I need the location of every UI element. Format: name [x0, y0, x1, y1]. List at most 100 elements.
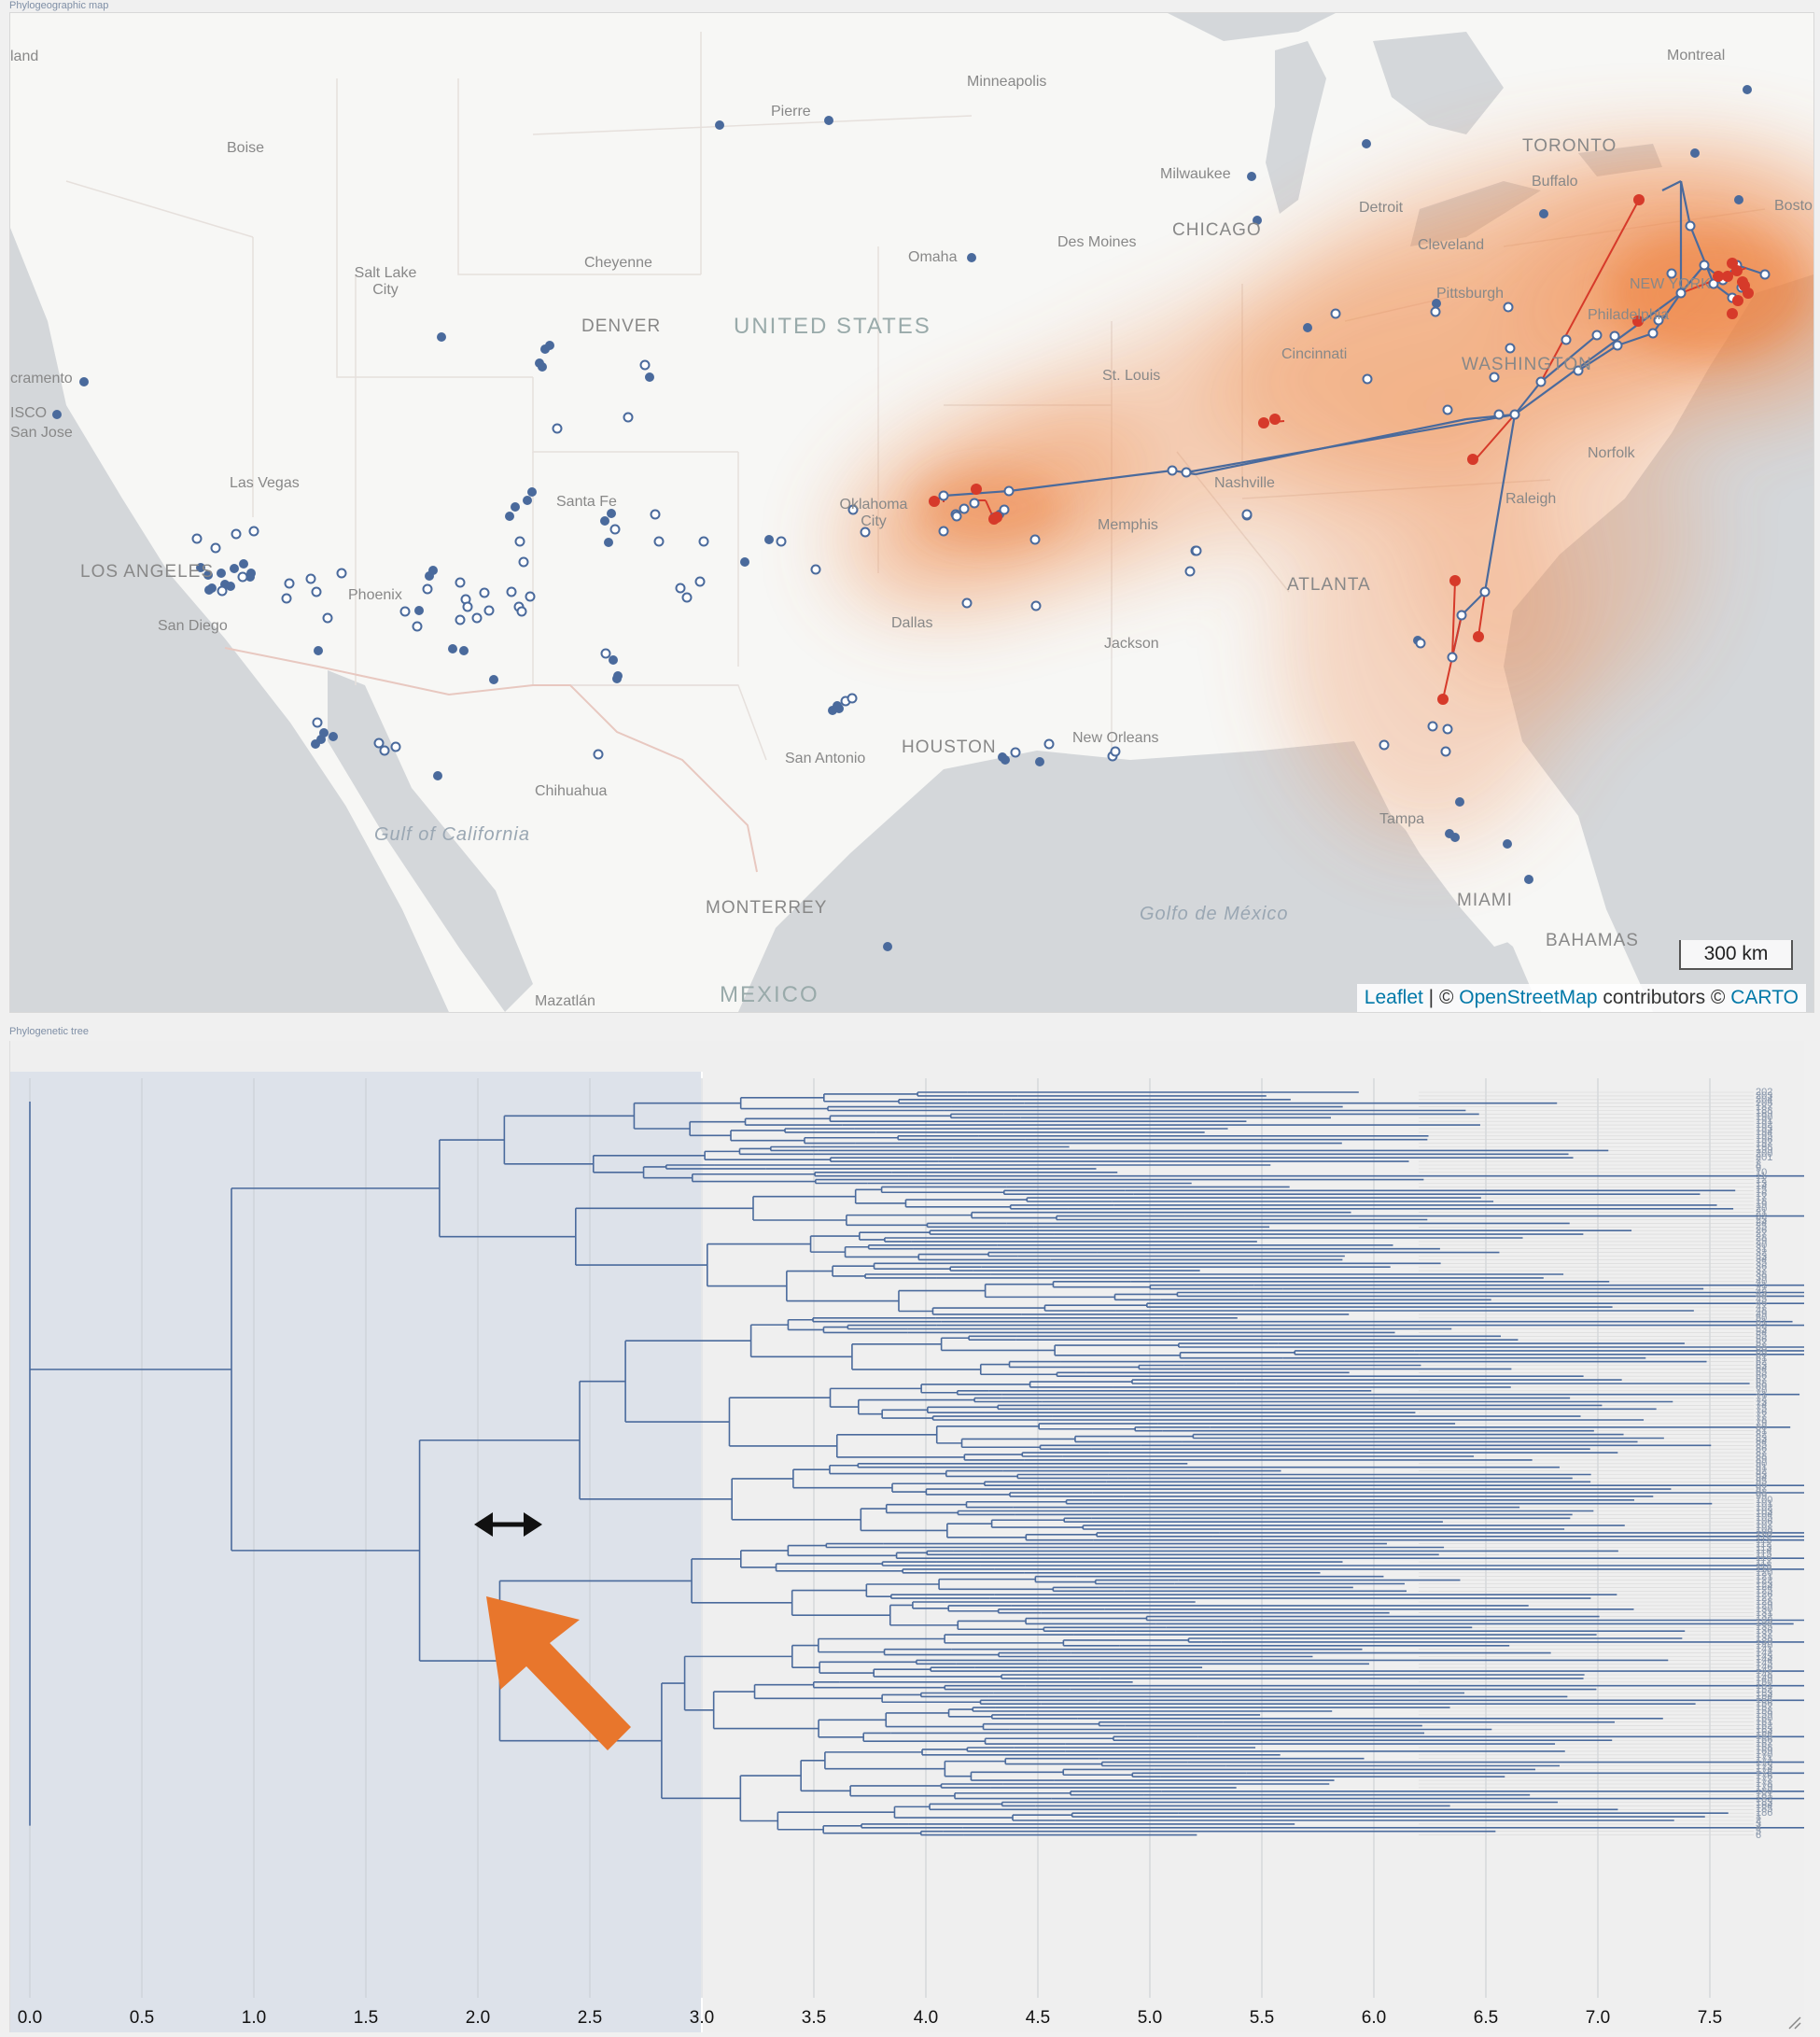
city-label: Raleigh	[1505, 491, 1557, 507]
attribution-separator: | ©	[1422, 987, 1460, 1008]
tip-label: 116	[1756, 1552, 1772, 1565]
tip-label: 91	[1756, 1461, 1768, 1473]
tip-label: 137	[1756, 1629, 1773, 1641]
heat-region	[916, 471, 1065, 545]
tip-label: 34	[1756, 1254, 1768, 1266]
sample-point	[52, 410, 62, 419]
tip-label: 101	[1756, 1497, 1773, 1510]
tip-label: 181	[1756, 1789, 1773, 1801]
ancestral-node	[1699, 260, 1710, 271]
tip-label: 163	[1756, 1723, 1773, 1735]
ancestral-node	[1167, 465, 1178, 476]
tip-label: 46	[1756, 1298, 1768, 1310]
leaflet-link[interactable]: Leaflet	[1364, 987, 1423, 1008]
axis-tick-label: 1.5	[354, 2008, 378, 2028]
city-label: Des Moines	[1057, 234, 1137, 250]
tip-label: 99	[1756, 1490, 1768, 1502]
lineage-branch	[1661, 180, 1682, 191]
osm-link[interactable]: OpenStreetMap	[1459, 987, 1598, 1008]
sample-point	[527, 487, 537, 497]
axis-tick-label: 3.0	[690, 2008, 714, 2028]
sample-point	[593, 749, 604, 760]
tip-label: 139	[1756, 1636, 1773, 1648]
tip-label: 122	[1756, 1574, 1773, 1586]
sample-point	[1493, 409, 1505, 420]
tip-label: 141	[1756, 1643, 1773, 1655]
city-label: Montreal	[1667, 48, 1726, 63]
carto-link[interactable]: CARTO	[1730, 987, 1799, 1008]
ancestral-node	[1003, 485, 1015, 497]
city-label: Omaha	[908, 249, 958, 265]
ancestral-node	[1573, 365, 1584, 376]
tip-label: 88	[1756, 1451, 1768, 1462]
map-canvas[interactable]	[10, 13, 1813, 1012]
tip-label: 167	[1756, 1738, 1773, 1750]
gulf-of-mexico	[738, 741, 1541, 1012]
tree-canvas[interactable]: 0.0 0.5 1.0 1.5 2.0 2.5 3.0 3.5 4.0 4.5 5.0 5.5 6.0 6…	[10, 1041, 1804, 2032]
axis-tick-label: 7.5	[1698, 2008, 1722, 2028]
tip-label: 89	[1756, 1454, 1768, 1466]
phylogeographic-map[interactable]: UNITED STATES MEXICO Gulf of California …	[9, 12, 1814, 1013]
sample-point	[694, 576, 706, 587]
highlighted-point	[1437, 694, 1449, 705]
axis-tick-label: 7.0	[1586, 2008, 1610, 2028]
tip-label: 178	[1756, 1778, 1773, 1790]
sample-point	[833, 701, 842, 710]
city-label: Philadelphia	[1588, 307, 1670, 323]
tip-label: 128	[1756, 1596, 1773, 1608]
tip-label: 94	[1756, 1472, 1768, 1484]
ancestral-node	[1759, 269, 1771, 280]
tip-label: 192	[1756, 1119, 1773, 1131]
lineage-branch	[1195, 417, 1467, 476]
tip-label: 152	[1756, 1683, 1773, 1695]
sample-point	[645, 372, 654, 382]
sample-point	[776, 536, 787, 547]
sample-point	[203, 570, 213, 580]
highlighted-point	[1449, 575, 1461, 586]
axis-tick-label: 1.0	[242, 2008, 266, 2028]
tip-label: 69	[1756, 1381, 1768, 1393]
ancestral-node	[1647, 328, 1659, 339]
sample-point	[455, 614, 466, 625]
tip-label: 55	[1756, 1330, 1768, 1342]
sample-point	[311, 586, 322, 597]
sample-point	[237, 571, 248, 583]
heat-region	[1401, 368, 1700, 704]
city-label: Pittsburgh	[1436, 286, 1505, 302]
sample-point	[518, 556, 529, 568]
city-label: DENVER	[581, 316, 662, 336]
phylogenetic-tree[interactable]: 0.0 0.5 1.0 1.5 2.0 2.5 3.0 3.5 4.0 4.5 5.0 5.5 6.0 6…	[9, 1041, 1804, 2032]
sample-point	[847, 693, 858, 704]
tip-label: 98	[1756, 1487, 1768, 1498]
highlighted-point	[1633, 194, 1645, 205]
sample-point	[1432, 299, 1441, 308]
sample-point	[489, 675, 498, 684]
attribution-separator: contributors ©	[1597, 987, 1731, 1008]
tip-label: 160	[1756, 1712, 1773, 1724]
sample-point	[999, 504, 1010, 515]
tip-label: 198	[1756, 1141, 1773, 1153]
sample-point	[483, 605, 495, 616]
tip-label: 151	[1756, 1679, 1773, 1692]
state-border	[532, 115, 973, 135]
city-label: Salt Lake City	[354, 265, 417, 298]
sample-point	[314, 646, 323, 655]
resize-handle-icon[interactable]	[474, 1512, 542, 1537]
tip-label: 196	[1756, 1133, 1773, 1145]
ancestral-node	[1509, 409, 1520, 420]
highlighted-point	[991, 512, 1002, 523]
tip-label: 131	[1756, 1607, 1773, 1619]
tip-label: 44	[1756, 1290, 1768, 1302]
lineage-branch	[1540, 334, 1598, 383]
sample-point	[1442, 723, 1453, 735]
highlighted-point	[1258, 417, 1269, 428]
highlighted-point	[1632, 316, 1644, 327]
tip-label: 188	[1756, 1104, 1773, 1117]
tip-label: 50	[1756, 1312, 1768, 1324]
sample-point	[715, 120, 724, 130]
tip-label: 13	[1756, 1177, 1768, 1189]
tip-label: 118	[1756, 1560, 1772, 1571]
highlighted-branch	[1451, 580, 1456, 658]
sample-point	[516, 606, 527, 617]
sample-point	[623, 412, 634, 423]
